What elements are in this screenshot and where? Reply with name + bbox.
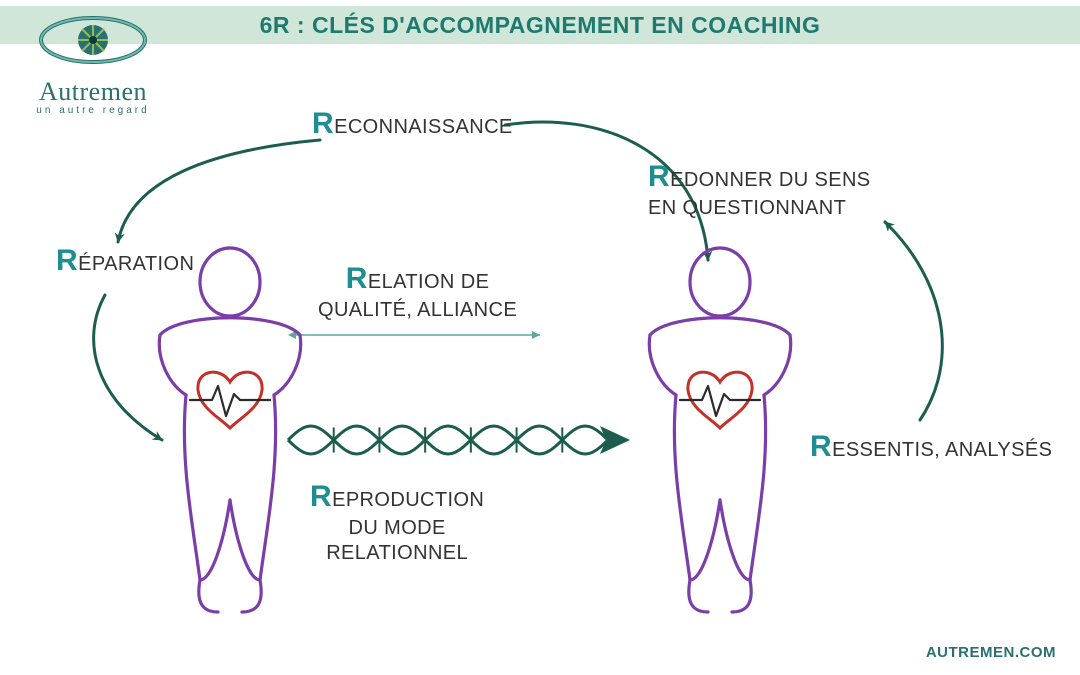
label-relation: RELATION DE QUALITÉ, ALLIANCE [318,260,517,323]
label-text-2: EN QUESTIONNANT [648,197,846,219]
label-reconnaissance: RECONNAISSANCE [312,105,513,143]
human-figure [159,248,300,612]
ecg-icon [680,386,760,416]
reconnaissance-to-reparation [118,140,320,242]
big-r: R [312,107,334,140]
label-text: ECONNAISSANCE [334,116,513,138]
big-r: R [346,262,368,295]
big-r: R [810,430,832,463]
label-text: EPRODUCTION [332,489,484,511]
label-text: ELATION DE [368,271,489,293]
dna-strand-a [288,426,608,454]
big-r: R [56,244,78,277]
label-reproduction: REPRODUCTION DU MODE RELATIONNEL [310,478,484,566]
big-r: R [310,480,332,513]
label-reparation: RÉPARATION [56,242,194,280]
footer-url: AUTREMEN.COM [926,644,1056,661]
label-ressentis: RESSENTIS, ANALYSÉS [810,428,1052,466]
dna-strand-b [288,426,608,454]
ecg-icon [190,386,270,416]
big-r: R [648,160,670,193]
label-text: ÉPARATION [78,253,194,275]
diagram-canvas [0,0,1080,675]
label-redonner: REDONNER DU SENS EN QUESTIONNANT [648,158,871,221]
label-text-2: DU MODE [349,517,446,539]
dna-arrow [288,426,608,454]
reparation-to-figure1 [94,295,162,440]
human-figure [649,248,790,612]
label-text-3: RELATIONNEL [326,542,468,564]
ressentis-to-redonner [885,222,942,420]
label-text: ESSENTIS, ANALYSÉS [832,439,1052,461]
label-text-2: QUALITÉ, ALLIANCE [318,299,517,321]
label-text: EDONNER DU SENS [670,169,870,191]
